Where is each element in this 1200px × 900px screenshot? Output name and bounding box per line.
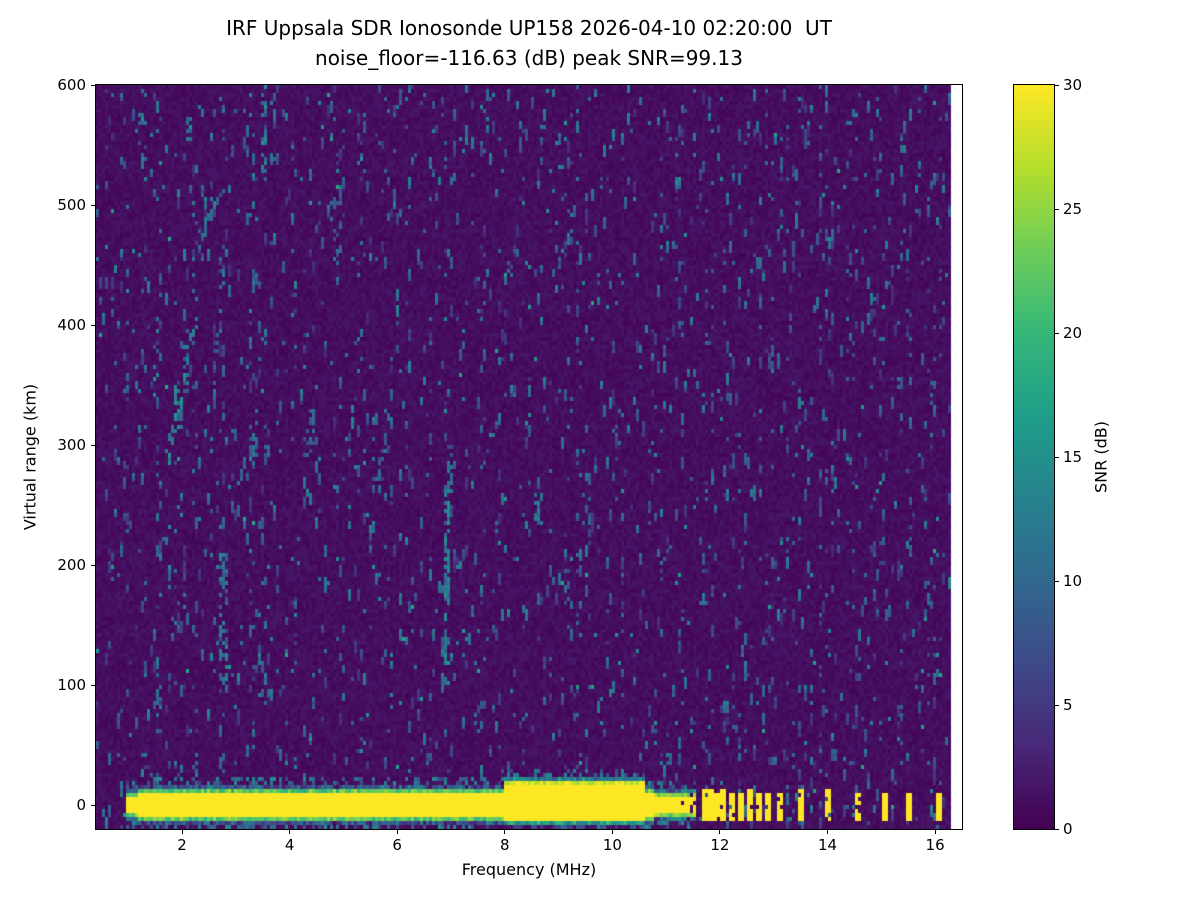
x-tick-label: 6	[392, 836, 402, 854]
y-tick-label: 200	[57, 556, 86, 574]
chart-subtitle: noise_floor=-116.63 (dB) peak SNR=99.13	[315, 46, 743, 70]
y-tick-mark	[91, 84, 95, 86]
x-axis-label: Frequency (MHz)	[461, 860, 597, 879]
y-tick-label: 0	[76, 796, 86, 814]
colorbar-tick-mark	[1055, 332, 1059, 334]
y-tick-mark	[91, 204, 95, 206]
x-tick-mark	[289, 830, 291, 834]
x-tick-mark	[611, 830, 613, 834]
y-tick-mark	[91, 804, 95, 806]
colorbar-tick-mark	[1055, 704, 1059, 706]
ionogram-heatmap-canvas	[96, 85, 962, 829]
x-tick-mark	[181, 830, 183, 834]
x-tick-label: 4	[284, 836, 295, 854]
x-tick-label: 16	[925, 836, 945, 854]
x-tick-mark	[719, 830, 721, 834]
y-tick-label: 100	[57, 676, 86, 694]
colorbar-tick-mark	[1055, 208, 1059, 210]
y-tick-label: 600	[57, 76, 86, 94]
colorbar-tick-label: 0	[1063, 820, 1073, 838]
x-tick-mark	[827, 830, 829, 834]
y-axis-label: Virtual range (km)	[20, 383, 40, 531]
colorbar-tick-label: 10	[1063, 572, 1083, 590]
x-tick-mark	[504, 830, 506, 834]
colorbar-tick-mark	[1055, 84, 1059, 86]
colorbar-gradient	[1014, 85, 1054, 829]
x-tick-label: 10	[602, 836, 622, 854]
x-tick-label: 14	[817, 836, 838, 854]
x-tick-label: 8	[500, 836, 510, 854]
x-tick-mark	[396, 830, 398, 834]
y-tick-mark	[91, 324, 95, 326]
colorbar-tick-label: 20	[1063, 324, 1083, 342]
x-tick-label: 12	[710, 836, 730, 854]
colorbar-tick-mark	[1055, 580, 1059, 582]
colorbar-tick-mark	[1055, 828, 1059, 830]
y-tick-mark	[91, 684, 95, 686]
x-tick-label: 2	[177, 836, 187, 854]
colorbar-tick-label: 5	[1063, 696, 1073, 714]
y-tick-label: 300	[57, 436, 86, 454]
colorbar-tick-label: 15	[1063, 448, 1083, 466]
y-tick-mark	[91, 564, 95, 566]
colorbar-tick-label: 25	[1063, 200, 1083, 218]
colorbar-tick-label: 30	[1063, 76, 1083, 94]
y-tick-label: 500	[57, 196, 86, 214]
y-tick-mark	[91, 444, 95, 446]
colorbar-tick-mark	[1055, 456, 1059, 458]
y-tick-label: 400	[57, 316, 86, 334]
x-tick-mark	[934, 830, 936, 834]
chart-title: IRF Uppsala SDR Ionosonde UP158 2026-04-…	[226, 16, 832, 40]
